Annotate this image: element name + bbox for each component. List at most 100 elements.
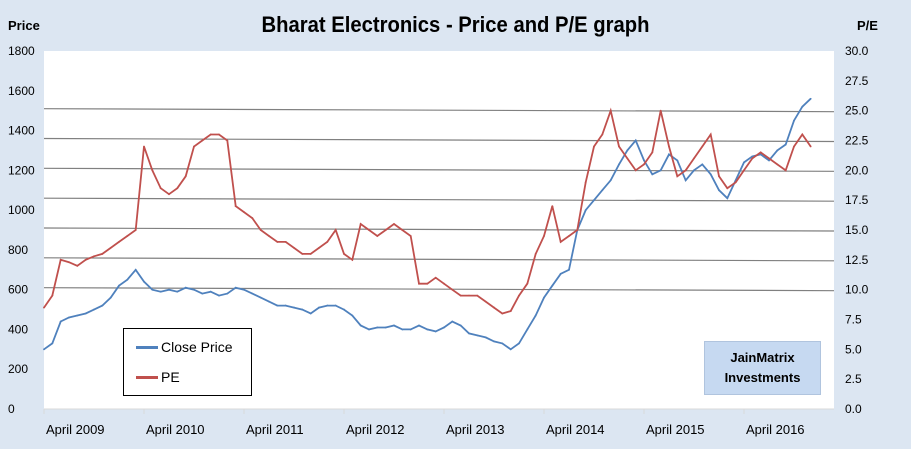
data-point (668, 145, 670, 148)
legend-swatch (136, 375, 158, 379)
data-point (676, 159, 679, 162)
data-point (226, 292, 229, 295)
data-point (434, 276, 437, 279)
x-tick-label: April 2011 (246, 422, 304, 437)
y-tick-label: 200 (8, 362, 28, 376)
series-close-price (43, 97, 812, 351)
data-point (193, 145, 195, 148)
data-point (234, 205, 237, 208)
data-point (809, 97, 812, 100)
data-point (726, 187, 729, 190)
legend-swatch (136, 345, 158, 349)
data-point (618, 163, 620, 166)
data-point (409, 235, 412, 237)
gridline (43, 257, 835, 262)
data-point (401, 229, 404, 231)
y2-tick-label: 27.5 (845, 74, 869, 88)
data-point (243, 211, 245, 214)
data-point (534, 314, 537, 317)
data-point (84, 312, 87, 315)
data-point (751, 155, 754, 158)
data-point (176, 290, 179, 293)
data-point (159, 290, 162, 293)
data-point (693, 157, 695, 160)
data-point (101, 304, 104, 307)
data-point (434, 330, 437, 333)
data-point (693, 169, 695, 172)
watermark-line1: JainMatrix (730, 350, 795, 365)
x-tick-label: April 2016 (746, 422, 805, 437)
data-point (409, 328, 412, 331)
chart-title: Bharat Electronics - Price and P/E graph (261, 12, 650, 37)
data-point (334, 304, 337, 307)
data-point (134, 229, 137, 231)
data-point (126, 278, 129, 281)
data-point (218, 294, 220, 297)
data-point (443, 282, 445, 285)
data-point (709, 133, 712, 136)
x-tick-label: April 2012 (346, 422, 405, 437)
data-point (601, 133, 604, 136)
data-point (59, 320, 62, 323)
data-point (168, 288, 170, 291)
data-point (176, 187, 179, 190)
data-point (518, 294, 520, 297)
data-point (351, 314, 354, 317)
data-point (76, 314, 79, 317)
data-point (593, 199, 595, 202)
data-point (576, 229, 579, 231)
data-point (526, 282, 529, 285)
data-point (784, 169, 787, 172)
data-point (759, 153, 762, 156)
data-point (484, 300, 487, 303)
data-point (268, 300, 270, 303)
data-point (293, 247, 295, 249)
data-point (559, 241, 562, 243)
gridline (43, 108, 835, 113)
data-point (618, 145, 620, 148)
y2-tick-label: 15.0 (845, 223, 869, 237)
data-point (626, 149, 629, 152)
data-point (201, 292, 204, 295)
data-point (326, 304, 329, 307)
data-point (184, 175, 187, 178)
data-point (451, 288, 454, 291)
watermark: JainMatrix Investments (704, 341, 821, 395)
data-point (743, 161, 745, 164)
data-point (68, 261, 70, 264)
data-point (251, 217, 254, 219)
data-point (718, 189, 720, 192)
y-axis-label-left: Price (8, 18, 40, 33)
data-point (518, 342, 520, 345)
data-point (426, 282, 429, 285)
data-point (468, 294, 470, 297)
data-point (793, 145, 795, 148)
data-point (568, 235, 570, 237)
gridline (43, 197, 835, 202)
legend: Close Price PE (123, 328, 252, 396)
data-point (426, 328, 429, 331)
data-point (351, 258, 354, 261)
y-tick-label: 600 (8, 283, 28, 297)
data-point (401, 328, 404, 331)
gridline (43, 137, 835, 143)
x-tick-label: April 2015 (646, 422, 705, 437)
data-point (43, 306, 45, 309)
y2-tick-label: 22.5 (845, 134, 869, 148)
data-point (676, 175, 679, 178)
data-point (293, 306, 295, 309)
y2-tick-label: 2.5 (845, 372, 862, 386)
data-point (109, 247, 112, 249)
data-point (309, 252, 312, 255)
data-point (559, 272, 562, 275)
data-point (659, 169, 662, 172)
data-point (393, 223, 395, 225)
data-point (234, 286, 237, 289)
data-point (101, 252, 104, 255)
legend-label: PE (161, 369, 180, 385)
y2-tick-label: 20.0 (845, 163, 869, 177)
data-point (243, 288, 245, 291)
data-point (726, 197, 729, 200)
data-point (59, 258, 62, 261)
